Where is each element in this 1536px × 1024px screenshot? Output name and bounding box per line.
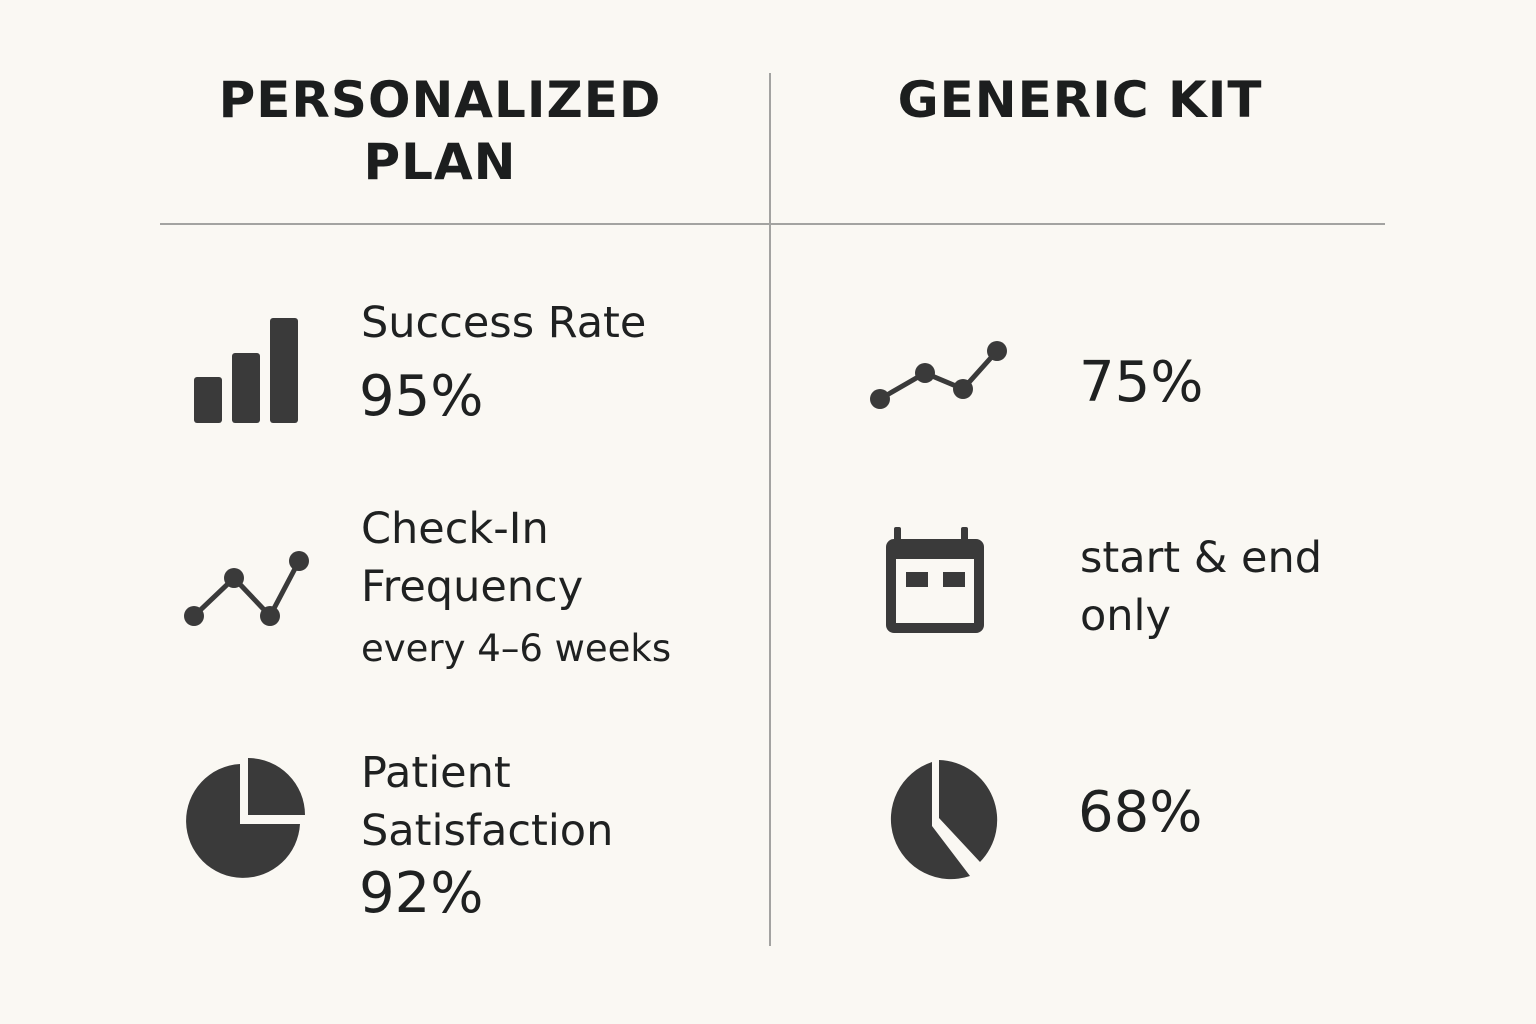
success-rate-label: Success Rate bbox=[361, 298, 647, 348]
pie-chart-icon bbox=[872, 758, 1000, 886]
value-line-2: only bbox=[1080, 591, 1171, 641]
check-in-frequency-personalized-value: every 4–6 weeks bbox=[361, 627, 672, 670]
horizontal-divider bbox=[160, 223, 1385, 225]
header-line-2: PLAN bbox=[363, 133, 517, 191]
value-line-1: start & end bbox=[1080, 533, 1323, 583]
label-line-1: Check-In bbox=[361, 504, 549, 554]
line-chart-icon bbox=[180, 548, 320, 633]
check-in-frequency-label: Check-In Frequency bbox=[361, 500, 583, 616]
header-line-1: PERSONALIZED bbox=[218, 71, 662, 129]
check-in-frequency-generic-value: start & end only bbox=[1080, 529, 1322, 645]
generic-kit-header: GENERIC KIT bbox=[897, 71, 1263, 129]
success-rate-personalized-value: 95% bbox=[359, 364, 484, 429]
line-chart-icon bbox=[868, 338, 1013, 413]
pie-chart-icon bbox=[184, 758, 309, 883]
vertical-divider bbox=[769, 73, 771, 946]
label-line-2: Satisfaction bbox=[361, 806, 614, 856]
label-line-1: Patient bbox=[361, 748, 511, 798]
patient-satisfaction-label: Patient Satisfaction bbox=[361, 744, 613, 860]
success-rate-generic-value: 75% bbox=[1079, 350, 1204, 415]
patient-satisfaction-generic-value: 68% bbox=[1078, 780, 1203, 845]
label-line-2: Frequency bbox=[361, 562, 584, 612]
calendar-icon bbox=[882, 527, 992, 637]
bar-chart-icon bbox=[192, 318, 300, 426]
patient-satisfaction-personalized-value: 92% bbox=[359, 861, 484, 926]
personalized-plan-header: PERSONALIZED PLAN bbox=[160, 70, 720, 192]
